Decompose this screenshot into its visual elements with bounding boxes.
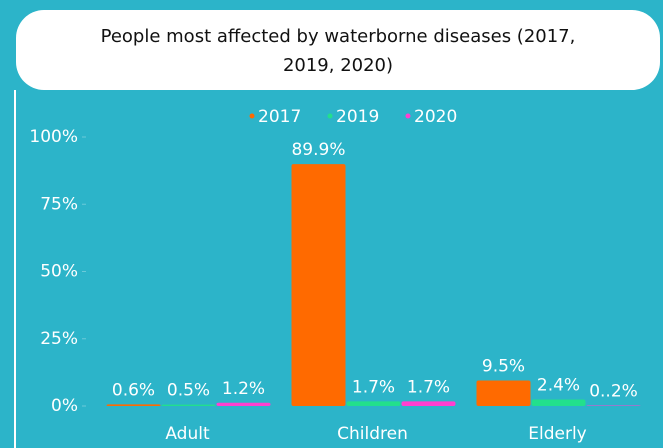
y-tick-label: 0%	[51, 396, 78, 416]
value-label: 1.2%	[222, 379, 265, 399]
value-label: 1.7%	[407, 377, 450, 397]
chart-title: 2019, 2020)	[283, 55, 393, 76]
y-tick-label: 25%	[40, 329, 78, 349]
legend-label: 2020	[414, 107, 457, 127]
legend-swatch	[406, 114, 411, 119]
legend-swatch	[328, 114, 333, 119]
value-label: 9.5%	[482, 356, 525, 376]
y-tick-label: 50%	[40, 262, 78, 282]
bar	[532, 400, 586, 406]
x-tick-label: Children	[337, 424, 408, 444]
value-label: 2.4%	[537, 376, 580, 396]
legend-label: 2017	[258, 107, 301, 127]
chart-title: People most affected by waterborne disea…	[101, 26, 576, 47]
bar	[107, 404, 161, 406]
bar	[587, 405, 641, 406]
value-label: 89.9%	[291, 140, 345, 160]
y-tick-label: 75%	[40, 194, 78, 214]
bar	[402, 401, 456, 406]
bar	[292, 164, 346, 406]
value-label: 0..2%	[589, 381, 638, 401]
legend-swatch	[250, 114, 255, 119]
chart: People most affected by waterborne disea…	[0, 0, 663, 448]
value-label: 0.6%	[112, 380, 155, 400]
bar	[477, 380, 531, 406]
value-label: 0.5%	[167, 381, 210, 401]
legend-label: 2019	[336, 107, 379, 127]
x-tick-label: Adult	[165, 424, 210, 444]
bar	[347, 401, 401, 406]
x-tick-label: Elderly	[528, 424, 587, 444]
title-box	[16, 10, 660, 90]
bar	[217, 403, 271, 406]
y-tick-label: 100%	[29, 127, 78, 147]
value-label: 1.7%	[352, 377, 395, 397]
bar	[162, 405, 216, 406]
